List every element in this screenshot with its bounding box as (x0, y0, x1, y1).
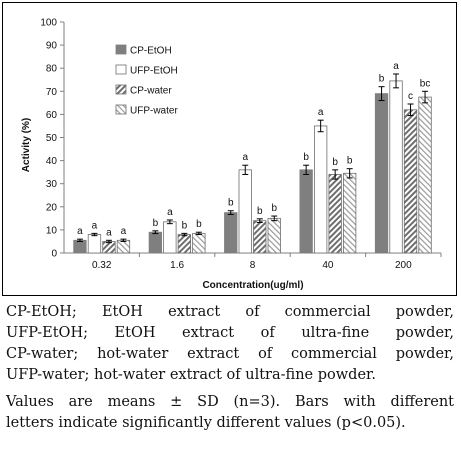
y-tick-label: 0 (51, 249, 57, 260)
significance-letter: b (379, 74, 385, 85)
bar (192, 232, 206, 254)
y-tick-label: 40 (46, 156, 58, 167)
x-tick-label: 40 (322, 260, 334, 271)
y-tick-label: 100 (40, 18, 57, 29)
bar (87, 234, 102, 254)
statistics-note: Values are means ± SD (n=3). Bars with d… (6, 392, 454, 434)
y-tick-label: 30 (46, 179, 58, 190)
significance-letter: bc (420, 78, 431, 89)
bar (342, 172, 357, 254)
bar (389, 80, 403, 254)
y-axis-label: Activity (%) (21, 118, 32, 172)
significance-letter: b (347, 156, 353, 167)
legend-swatch (115, 84, 127, 95)
caption-line: UFP-EtOH; EtOH extract of ultra-fine pow… (6, 325, 454, 341)
significance-letter: a (121, 226, 127, 237)
significance-letter: a (106, 227, 112, 238)
bar (313, 125, 328, 254)
significance-letter: b (332, 157, 338, 168)
significance-letter: b (228, 198, 234, 209)
significance-letter: a (167, 207, 173, 218)
bar (148, 231, 163, 254)
bar (177, 234, 192, 254)
axes-group: 0 10 20 30 40 50 60 70 80 90 100 0.32 1.6 8 40 200 (40, 18, 442, 271)
significance-letter: b (182, 220, 188, 231)
legend: CP-EtOH UFP-EtOH CP-water UFP-water (115, 44, 178, 117)
y-tick-label: 90 (46, 41, 58, 52)
caption-line: UFP-water; hot-water extract of ultra-fi… (6, 367, 376, 383)
bar (238, 169, 252, 254)
x-tick-label: 8 (250, 260, 256, 271)
bar (163, 221, 177, 254)
bar (299, 169, 313, 254)
legend-swatch (115, 104, 127, 115)
y-tick-label: 70 (46, 87, 58, 98)
y-tick-label: 20 (46, 202, 58, 213)
x-tick-label: 0.32 (92, 260, 112, 271)
y-tick-label: 50 (46, 133, 58, 144)
significance-letter: b (153, 218, 159, 229)
abbreviation-legend: CP-EtOH; EtOH extract of commercial powd… (6, 302, 454, 386)
x-axis-label: Concentration(ug/ml) (202, 280, 303, 291)
bar (267, 217, 281, 254)
x-tick-label: 1.6 (170, 260, 184, 271)
figure-caption: CP-EtOH; EtOH extract of commercial powd… (6, 302, 454, 434)
legend-label: UFP-EtOH (130, 66, 178, 77)
significance-letter: a (242, 152, 248, 163)
bar (73, 239, 87, 254)
significance-letter: b (271, 203, 277, 214)
legend-label: UFP-water (130, 106, 178, 117)
bar (418, 96, 432, 254)
significance-letter: b (257, 206, 263, 217)
significance-letter: a (393, 61, 399, 72)
y-tick-label: 80 (46, 64, 58, 75)
caption-line: CP-water; hot-water extract of commercia… (6, 346, 454, 362)
bar (403, 109, 418, 254)
legend-label: CP-EtOH (130, 46, 172, 57)
y-tick-label: 60 (46, 110, 58, 121)
bar (328, 174, 342, 254)
caption-line: CP-EtOH; EtOH extract of commercial powd… (6, 304, 454, 320)
significance-letter: b (303, 152, 309, 163)
legend-swatch (115, 64, 127, 75)
legend-label: CP-water (130, 86, 172, 97)
caption-note-line: Values are means ± SD (n=3). Bars with d… (6, 394, 454, 410)
bar (102, 241, 116, 254)
significance-letter: a (77, 226, 83, 237)
bar (374, 93, 389, 254)
x-tick-label: 200 (395, 260, 412, 271)
y-tick-label: 10 (46, 225, 58, 236)
significance-letter: a (318, 107, 324, 118)
significance-letter: c (408, 91, 413, 102)
significance-letter: b (196, 219, 202, 230)
bar (253, 220, 267, 254)
significance-letter: a (92, 220, 98, 231)
legend-swatch (115, 44, 127, 55)
bar (224, 212, 238, 254)
caption-note-line: letters indicate significantly different… (6, 415, 406, 431)
bar (116, 239, 131, 254)
